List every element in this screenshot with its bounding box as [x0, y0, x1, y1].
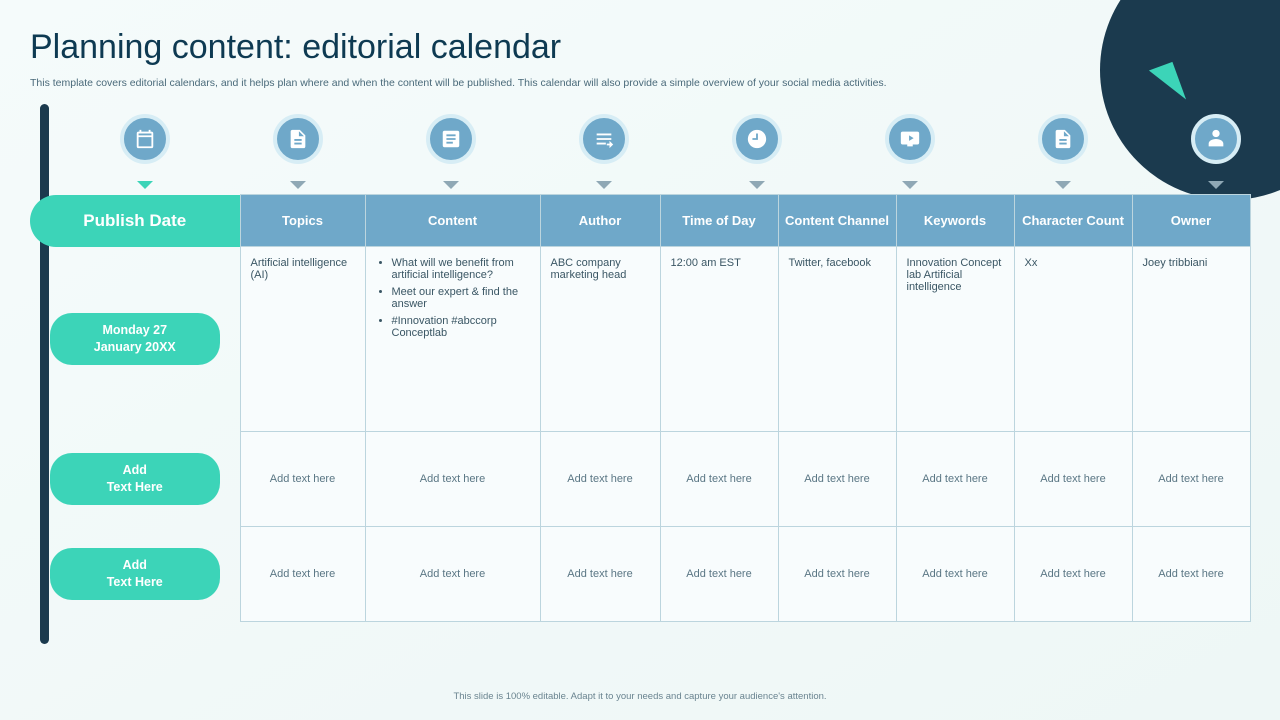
clock-icon [732, 114, 782, 164]
cell-placeholder: Add text here [778, 432, 896, 527]
header-owner: Owner [1132, 195, 1250, 247]
cell-placeholder: Add text here [365, 432, 540, 527]
header-content: Content [365, 195, 540, 247]
keywords-icon [1038, 114, 1088, 164]
notes-icon [426, 114, 476, 164]
cell-charcount: Xx [1014, 247, 1132, 432]
cell-placeholder: Add text here [660, 527, 778, 622]
decoration-blob [1100, 0, 1280, 200]
character-icon [1191, 114, 1241, 164]
cell-placeholder: Add text here [660, 432, 778, 527]
date-pill: Monday 27January 20XX [50, 313, 220, 365]
document-icon [273, 114, 323, 164]
header-keywords: Keywords [896, 195, 1014, 247]
cell-placeholder: Add text here [540, 527, 660, 622]
cell-placeholder: Add text here [778, 527, 896, 622]
cell-placeholder: Add text here [365, 527, 540, 622]
cell-topics: Artificial intelligence (AI) [240, 247, 365, 432]
cell-placeholder: Add text here [1014, 432, 1132, 527]
cell-owner: Joey tribbiani [1132, 247, 1250, 432]
footer-note: This slide is 100% editable. Adapt it to… [0, 691, 1280, 702]
calendar-table: Publish Date Topics Content Author Time … [30, 194, 1250, 622]
cell-placeholder: Add text here [240, 527, 365, 622]
header-publish-date: Publish Date [30, 195, 240, 247]
cell-placeholder: Add text here [540, 432, 660, 527]
calendar-icon [120, 114, 170, 164]
header-time: Time of Day [660, 195, 778, 247]
header-author: Author [540, 195, 660, 247]
cell-placeholder: Add text here [896, 432, 1014, 527]
author-icon [579, 114, 629, 164]
table-row: Monday 27January 20XX Artificial intelli… [30, 247, 1250, 432]
date-pill: AddText Here [50, 548, 220, 600]
cell-placeholder: Add text here [1014, 527, 1132, 622]
icon-row [120, 114, 1280, 164]
date-pill: AddText Here [50, 453, 220, 505]
header-row: Publish Date Topics Content Author Time … [30, 195, 1250, 247]
table-row: AddText Here Add text here Add text here… [30, 527, 1250, 622]
cell-placeholder: Add text here [240, 432, 365, 527]
cell-placeholder: Add text here [1132, 527, 1250, 622]
header-topics: Topics [240, 195, 365, 247]
header-charcount: Character Count [1014, 195, 1132, 247]
slide-title: Planning content: editorial calendar [0, 0, 1280, 77]
cell-channel: Twitter, facebook [778, 247, 896, 432]
cell-author: ABC company marketing head [540, 247, 660, 432]
cell-placeholder: Add text here [1132, 432, 1250, 527]
cell-placeholder: Add text here [896, 527, 1014, 622]
slide-subtitle: This template covers editorial calendars… [0, 77, 1050, 104]
table-row: AddText Here Add text here Add text here… [30, 432, 1250, 527]
cell-time: 12:00 am EST [660, 247, 778, 432]
header-channel: Content Channel [778, 195, 896, 247]
cell-keywords: Innovation Concept lab Artificial intell… [896, 247, 1014, 432]
channel-icon [885, 114, 935, 164]
cell-content: What will we benefit from artificial int… [365, 247, 540, 432]
